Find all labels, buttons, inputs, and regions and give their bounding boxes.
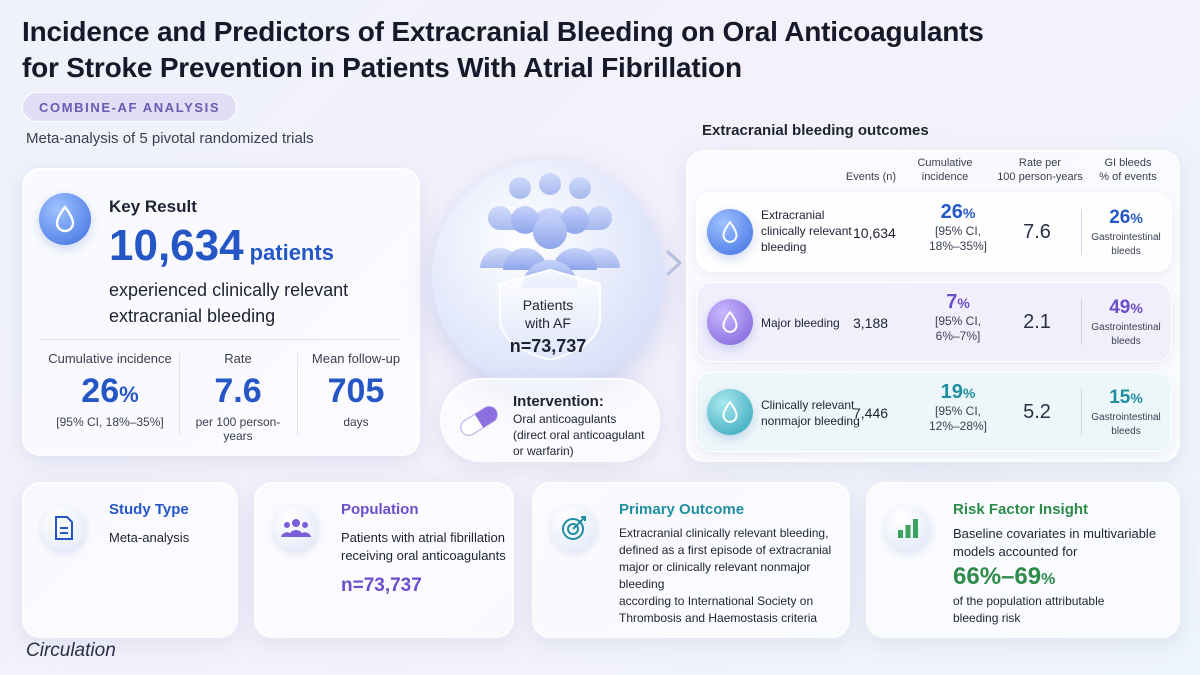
population-text: Patients with atrial fibrillation receivi…	[341, 530, 506, 563]
stat-label: Rate	[224, 351, 252, 366]
intervention-text: Oral anticoagulants (direct oral anticoa…	[513, 412, 645, 458]
patients-n: n=73,737	[509, 336, 587, 356]
stat-label: Mean follow-up	[311, 351, 401, 366]
key-result-card: Key Result 10,634 patients experienced cl…	[22, 168, 420, 456]
row-rate: 7.6	[1023, 221, 1051, 243]
people-group-icon	[273, 505, 319, 551]
risk-factor-card: Risk Factor Insight Baseline covariates …	[866, 482, 1180, 638]
row-gi: 15% Gastrointestinal bleeds	[1091, 387, 1161, 437]
primary-outcome-card: Primary Outcome Extracranial clinically …	[532, 482, 850, 638]
col-head-cumulative: Cumulative incidence	[917, 157, 973, 183]
row-rate: 5.2	[1023, 401, 1051, 423]
risk-factor-title: Risk Factor Insight	[953, 501, 1089, 518]
row-separator	[1081, 299, 1082, 345]
key-result-unit: patients	[249, 240, 334, 265]
primary-outcome-title: Primary Outcome	[619, 501, 745, 518]
key-result-value: 10,634	[109, 221, 244, 270]
pill-capsule-icon	[460, 405, 498, 437]
row-events: 7,446	[853, 405, 889, 421]
stat-rate: Rate 7.6 per 100 person-years	[181, 351, 295, 443]
study-type-text: Meta-analysis	[109, 530, 190, 545]
patients-line-1: Patients	[522, 297, 574, 313]
outcome-row-extracranial: Extracranial clinically relevant bleeding …	[696, 192, 1172, 272]
patients-group-icon	[480, 173, 620, 360]
stat-value: 705	[327, 372, 385, 410]
primary-outcome-text: Extracranial clinically relevant bleedin…	[619, 526, 832, 625]
risk-factor-after: of the population attributable bleeding r…	[953, 594, 1105, 625]
stat-sub: [95% CI, 18%–35%]	[56, 415, 164, 429]
intervention-title: Intervention:	[513, 393, 604, 410]
row-separator	[1081, 389, 1082, 435]
stat-separator	[179, 353, 180, 435]
row-gi: 26% Gastrointestinal bleeds	[1091, 207, 1161, 257]
blood-drop-icon	[707, 209, 753, 255]
key-desc-line-1: experienced clinically relevant	[109, 280, 349, 300]
stat-value: 7.6	[214, 372, 262, 410]
row-rate: 2.1	[1023, 311, 1051, 333]
row-label: Clinically relevant nonmajor bleeding	[761, 398, 860, 428]
blood-drop-icon	[707, 299, 753, 345]
key-desc-line-2: extracranial bleeding	[109, 306, 276, 326]
risk-factor-value: 66%–69%	[953, 563, 1056, 590]
col-head-events: Events (n)	[845, 171, 897, 183]
row-events: 10,634	[853, 225, 896, 241]
row-label: Major bleeding	[761, 316, 840, 330]
stat-separator	[297, 353, 298, 435]
study-type-title: Study Type	[109, 501, 189, 518]
subtitle: Meta-analysis of 5 pivotal randomized tr…	[26, 130, 314, 147]
stat-value: 26%	[81, 372, 139, 410]
key-divider	[41, 339, 401, 340]
outcomes-heading: Extracranial bleeding outcomes	[702, 122, 929, 139]
key-result-label: Key Result	[109, 197, 197, 216]
journal-name: Circulation	[26, 640, 116, 661]
row-cumulative: 19% [95% CI, 12%–28%]	[928, 381, 988, 433]
outcome-row-major: Major bleeding 3,188 7% [95% CI, 6%–7%] 2…	[696, 282, 1172, 362]
arrow-right-icon	[666, 250, 682, 276]
stat-mean-follow-up: Mean follow-up 705 days	[299, 351, 413, 429]
population-title: Population	[341, 501, 419, 518]
row-events: 3,188	[853, 315, 889, 331]
population-n: n=73,737	[341, 575, 422, 596]
risk-factor-text: Baseline covariates in multivariable mode…	[953, 526, 1157, 559]
target-icon	[551, 505, 597, 551]
row-gi: 49% Gastrointestinal bleeds	[1091, 297, 1161, 347]
analysis-pill: COMBINE-AF ANALYSIS	[22, 92, 238, 122]
bar-chart-icon	[885, 505, 931, 551]
row-cumulative: 7% [95% CI, 6%–7%]	[934, 291, 982, 343]
key-result-description: experienced clinically relevant extracra…	[109, 277, 409, 329]
blood-drop-icon	[707, 389, 753, 435]
intervention-card: Intervention: Oral anticoagulants (direc…	[440, 378, 660, 462]
stat-sub: per 100 person-years	[195, 415, 281, 443]
row-separator	[1081, 209, 1082, 255]
stat-cumulative-incidence: Cumulative incidence 26% [95% CI, 18%–35…	[37, 351, 183, 429]
row-cumulative: 26% [95% CI, 18%–35%]	[928, 201, 988, 253]
page-title: Incidence and Predictors of Extracranial…	[22, 14, 1122, 86]
row-label: Extracranial clinically relevant bleeding	[761, 208, 852, 254]
stat-sub: days	[343, 415, 369, 429]
stat-label: Cumulative incidence	[48, 351, 172, 366]
study-type-card: Study Type Meta-analysis	[22, 482, 238, 638]
patients-line-2: with AF	[525, 315, 571, 331]
document-icon	[41, 505, 87, 551]
col-head-rate: Rate per 100 person-years	[997, 157, 1083, 183]
outcome-row-nonmajor: Clinically relevant nonmajor bleeding 7,4…	[696, 372, 1172, 452]
title-line-2: for Stroke Prevention in Patients With A…	[22, 52, 742, 83]
patients-label: Patients with AF n=73,737	[490, 296, 606, 357]
title-line-1: Incidence and Predictors of Extracranial…	[22, 16, 984, 47]
key-result-number: 10,634 patients	[109, 221, 334, 271]
population-card: Population Patients with atrial fibrilla…	[254, 482, 514, 638]
col-head-gi: GI bleeds% of events	[1099, 157, 1157, 183]
blood-drop-icon	[39, 193, 91, 245]
